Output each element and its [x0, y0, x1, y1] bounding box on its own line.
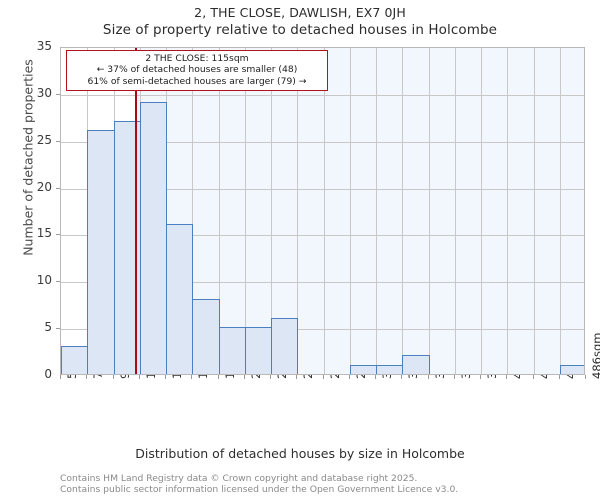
- y-tick-mark: [56, 328, 60, 330]
- gridline-vertical: [219, 48, 220, 374]
- y-tick-label: 25: [36, 132, 52, 147]
- gridline-vertical: [245, 48, 246, 374]
- gridline-vertical: [350, 48, 351, 374]
- x-tick-mark: [506, 375, 507, 379]
- x-tick-mark: [191, 375, 192, 379]
- x-tick-mark: [86, 375, 87, 379]
- gridline-vertical: [429, 48, 430, 374]
- gridline-vertical: [297, 48, 298, 374]
- y-tick-label: 5: [44, 320, 52, 335]
- x-tick-mark: [585, 375, 586, 379]
- x-tick-mark: [60, 375, 61, 379]
- chart-subtitle: Size of property relative to detached ho…: [102, 22, 498, 38]
- footer-line-1: Contains HM Land Registry data © Crown c…: [60, 473, 418, 484]
- gridline-vertical: [376, 48, 377, 374]
- annotation-box: 2 THE CLOSE: 115sqm ← 37% of detached ho…: [66, 50, 328, 91]
- gridline-horizontal: [61, 141, 584, 143]
- annotation-line-2: ← 37% of detached houses are smaller (48…: [96, 64, 298, 76]
- y-tick-label: 20: [36, 179, 52, 194]
- gridline-horizontal: [61, 188, 584, 190]
- bar: [192, 299, 220, 374]
- x-tick-mark: [454, 375, 455, 379]
- gridline-vertical: [560, 48, 561, 374]
- gridline-horizontal: [61, 94, 584, 96]
- x-tick-mark: [296, 375, 297, 379]
- x-tick-mark: [139, 375, 140, 379]
- bar: [140, 102, 167, 374]
- y-tick-label: 10: [36, 273, 52, 288]
- gridline-vertical: [402, 48, 403, 374]
- x-tick-mark: [559, 375, 560, 379]
- x-tick-mark: [218, 375, 219, 379]
- gridline-vertical: [192, 48, 193, 374]
- y-tick-mark: [56, 234, 60, 236]
- x-tick-mark: [375, 375, 376, 379]
- gridline-vertical: [324, 48, 325, 374]
- annotation-line-3: 61% of semi-detached houses are larger (…: [87, 75, 307, 87]
- bar: [560, 364, 584, 374]
- property-size-marker-line: [135, 48, 137, 374]
- bar: [271, 317, 298, 374]
- gridline-vertical: [534, 48, 535, 374]
- x-tick-mark: [480, 375, 481, 379]
- gridline-vertical: [271, 48, 272, 374]
- bar: [166, 224, 193, 374]
- gridline-horizontal: [61, 329, 584, 331]
- bar: [245, 327, 272, 374]
- y-tick-mark: [56, 140, 60, 142]
- bar: [376, 364, 403, 374]
- y-tick-label: 30: [36, 85, 52, 100]
- footer-attribution: Contains HM Land Registry data © Crown c…: [60, 473, 458, 495]
- gridline-vertical: [481, 48, 482, 374]
- y-tick-mark: [56, 187, 60, 189]
- bar: [219, 327, 246, 374]
- bar: [350, 364, 377, 374]
- x-tick-label: 486sqm: [590, 332, 600, 379]
- chart-title: 2, THE CLOSE, DAWLISH, EX7 0JH: [194, 5, 406, 20]
- gridline-vertical: [455, 48, 456, 374]
- gridline-horizontal: [61, 235, 584, 237]
- plot-area: [60, 47, 585, 375]
- x-tick-mark: [165, 375, 166, 379]
- x-tick-mark: [244, 375, 245, 379]
- x-tick-mark: [323, 375, 324, 379]
- x-tick-mark: [349, 375, 350, 379]
- y-tick-label: 0: [44, 367, 52, 381]
- y-axis-title: Number of detached properties: [20, 59, 36, 256]
- bar: [61, 345, 88, 374]
- x-axis-title: Distribution of detached houses by size …: [135, 446, 465, 461]
- y-tick-label: 15: [36, 226, 52, 241]
- x-tick-mark: [113, 375, 114, 379]
- y-tick-label: 35: [36, 39, 52, 53]
- y-tick-mark: [56, 93, 60, 95]
- bar: [87, 130, 115, 374]
- gridline-vertical: [507, 48, 508, 374]
- bar: [402, 355, 430, 374]
- y-tick-mark: [56, 281, 60, 283]
- footer-line-2: Contains public sector information licen…: [60, 484, 459, 495]
- x-tick-mark: [428, 375, 429, 379]
- x-tick-mark: [270, 375, 271, 379]
- annotation-line-1: 2 THE CLOSE: 115sqm: [145, 53, 249, 64]
- gridline-horizontal: [61, 282, 584, 284]
- x-tick-mark: [401, 375, 402, 379]
- x-tick-mark: [533, 375, 534, 379]
